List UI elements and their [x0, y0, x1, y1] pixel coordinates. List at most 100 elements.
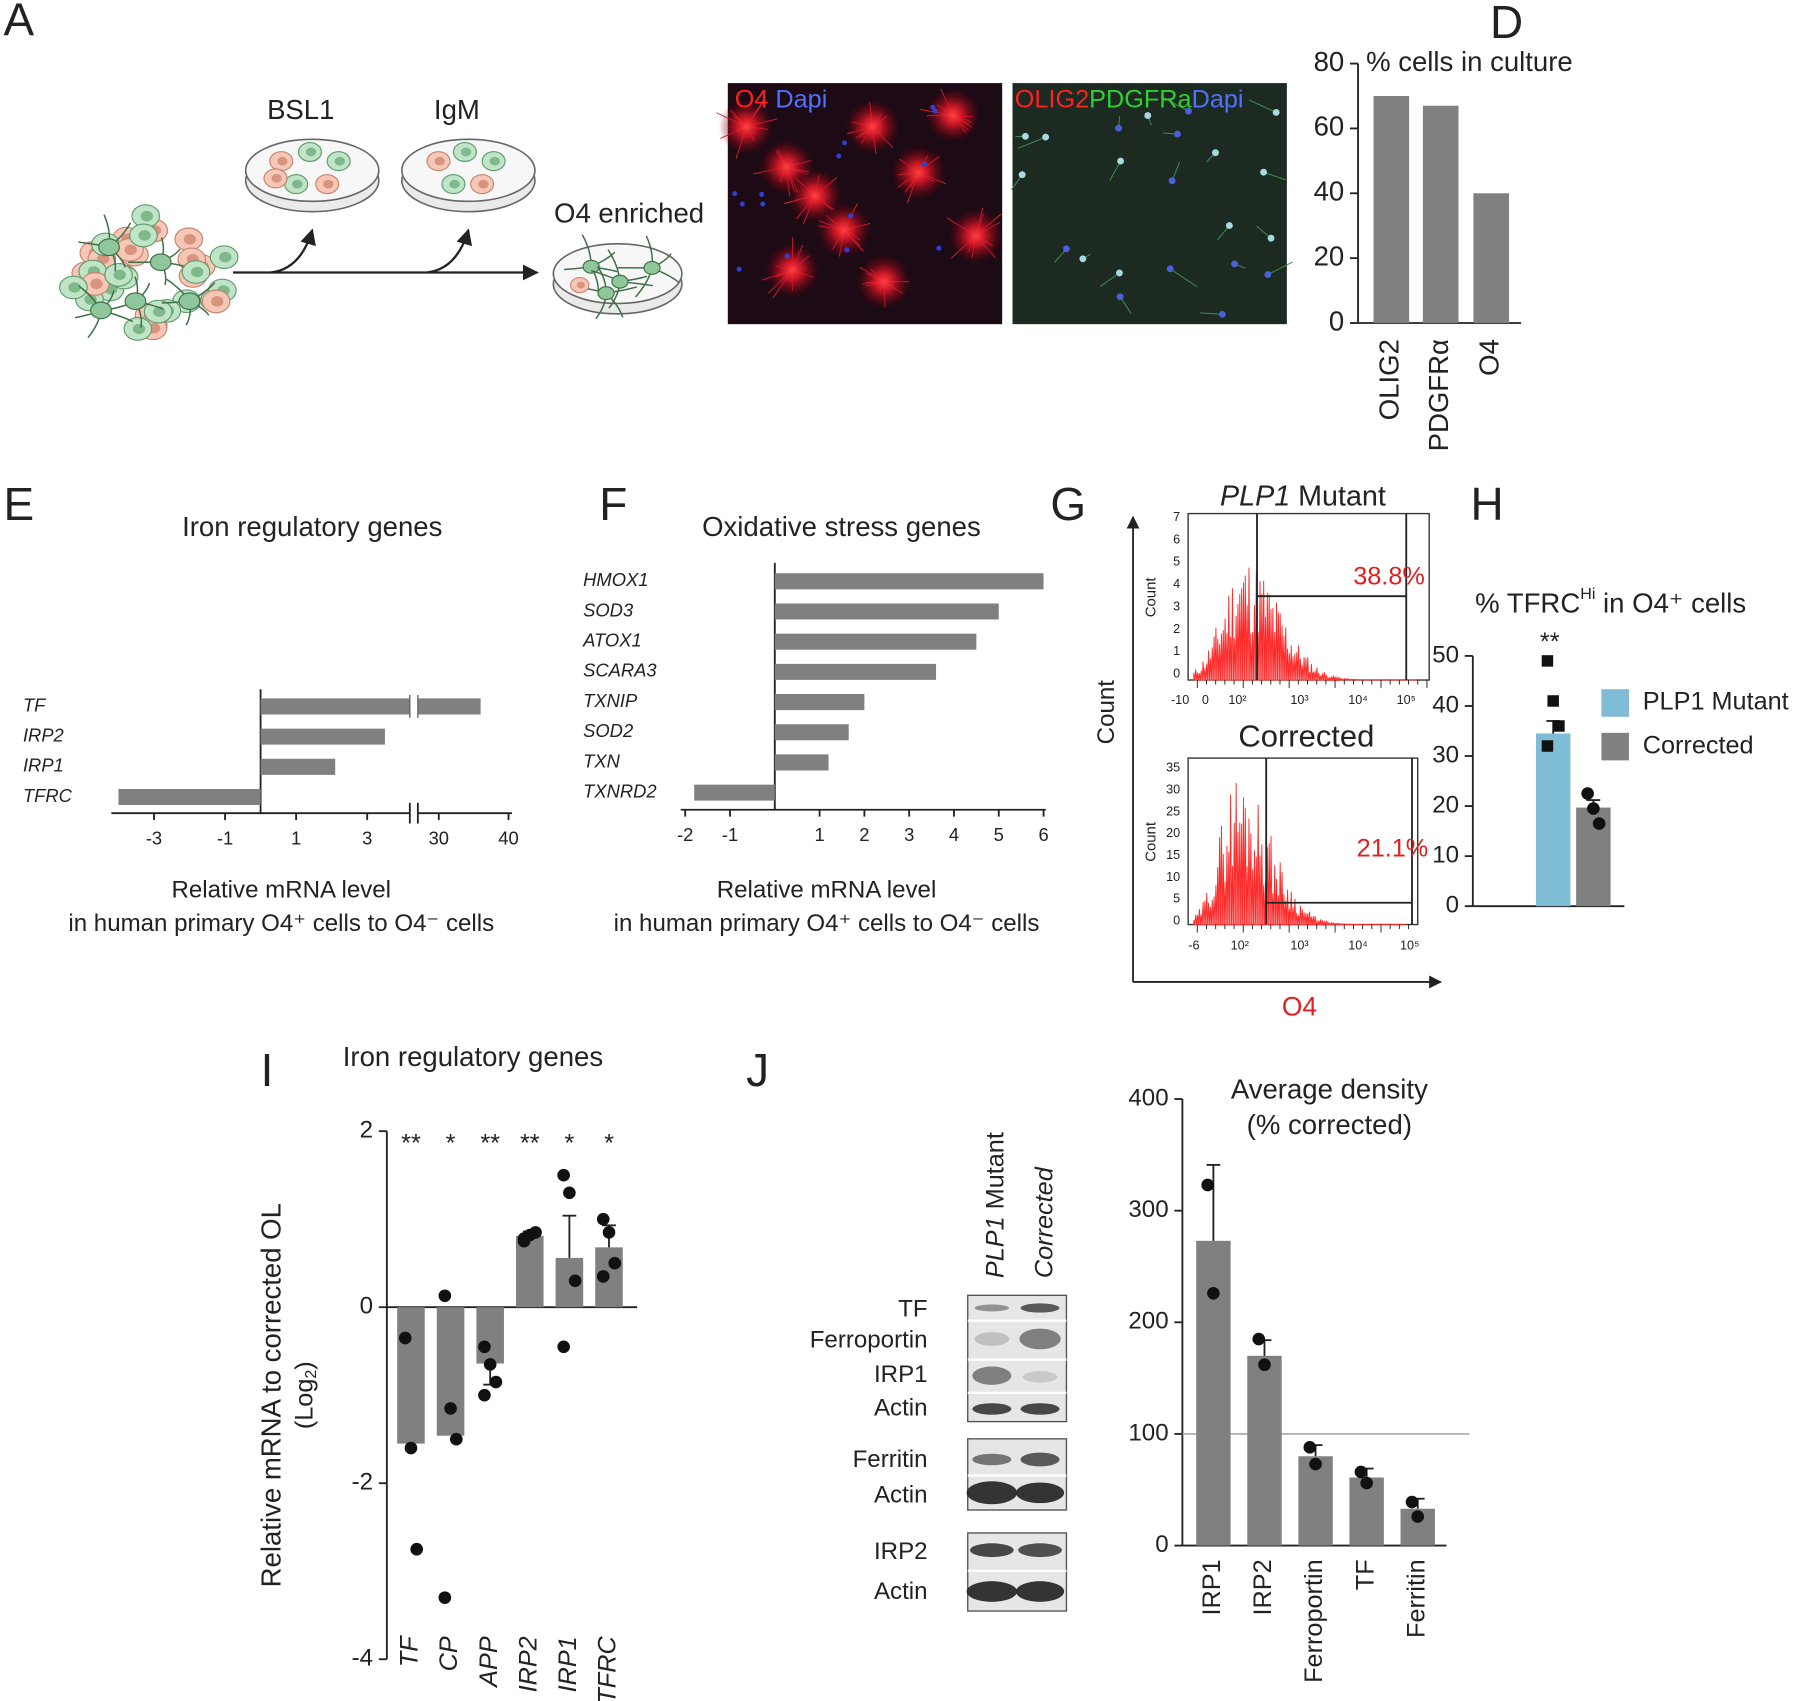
band: [974, 1304, 1010, 1312]
data-point: [1303, 1441, 1317, 1454]
x-tick-label: -3: [146, 827, 162, 848]
band: [1020, 1452, 1060, 1467]
data-point: [602, 1226, 616, 1239]
data-point: [1201, 1178, 1214, 1192]
bar: [1298, 1456, 1333, 1546]
label: 10³: [1290, 693, 1308, 707]
label: 10⁵: [1400, 939, 1419, 953]
band: [1020, 1403, 1060, 1415]
label-part: 2: [302, 1370, 320, 1379]
band: [966, 1481, 1018, 1505]
label: 38.8%: [1353, 563, 1425, 591]
data-point: [1405, 1495, 1419, 1509]
x-tick-label: 3: [904, 824, 914, 845]
data-point: [1592, 817, 1606, 830]
axis-title: Relative mRNA level: [717, 877, 937, 904]
nucleus: [211, 296, 224, 307]
cell: [98, 238, 120, 257]
band: [972, 1403, 1012, 1415]
stain-label: O4 Dapi: [735, 85, 828, 113]
data-point: [596, 1212, 610, 1226]
data-point: [1258, 1358, 1271, 1372]
significance: *: [446, 1130, 456, 1158]
y-tick-label: IRP1: [23, 755, 64, 776]
legend-label: Corrected: [1643, 731, 1754, 759]
label: 4: [1173, 577, 1180, 591]
y-tick-label: 0: [1329, 305, 1344, 336]
legend-swatch: [1601, 732, 1629, 761]
stained-cell: [948, 208, 1004, 264]
label: 0: [1173, 913, 1180, 927]
chart-title: Average density: [1231, 1073, 1428, 1104]
nucleus: [1117, 157, 1125, 165]
bar: [436, 1307, 465, 1436]
nucleus: [844, 247, 850, 253]
panel-letter: E: [3, 478, 34, 530]
y-tick-label: 200: [1128, 1308, 1168, 1335]
x-tick-label: 4: [949, 824, 959, 845]
data-point: [483, 1358, 497, 1371]
data-point: [410, 1542, 424, 1556]
x-tick-label: 5: [994, 824, 1004, 845]
nucleus: [1267, 234, 1275, 242]
nucleus: [124, 244, 137, 256]
significance: **: [401, 1130, 421, 1158]
legend-label: PLP1 Mutant: [1643, 688, 1789, 716]
cell-process: [1169, 268, 1198, 288]
label: 25: [1166, 804, 1180, 818]
nucleus: [1116, 293, 1124, 301]
band: [972, 1453, 1012, 1466]
stained-cell: [718, 99, 774, 155]
panel-title: PLP1 Mutant: [1220, 480, 1386, 512]
nucleus: [478, 179, 489, 189]
significance: **: [480, 1130, 500, 1158]
label: 2: [1173, 622, 1180, 636]
nucleus: [1018, 171, 1026, 179]
stain-label: OLIG2PDGFRaDapi: [1015, 85, 1244, 113]
label: 10⁴: [1348, 693, 1367, 707]
y-tick-label: TXNIP: [583, 690, 638, 711]
cell: [597, 286, 615, 301]
nucleus: [1231, 260, 1238, 268]
band: [1015, 1482, 1065, 1504]
y-tick-label: 100: [1128, 1419, 1168, 1446]
bar: [694, 784, 775, 801]
y-tick-label: 10: [1432, 841, 1459, 868]
label: Actin: [874, 1482, 928, 1509]
data-point: [398, 1331, 412, 1345]
bar: [260, 728, 385, 745]
cell-process: [1263, 171, 1286, 181]
data-point: [404, 1441, 418, 1455]
cell: [582, 259, 600, 274]
y-tick-label: -2: [352, 1469, 373, 1496]
chart-title: Iron regulatory genes: [182, 511, 442, 542]
label: IRP1: [874, 1361, 928, 1388]
label: 30: [1166, 783, 1180, 797]
y-tick-label: ATOX1: [582, 630, 642, 651]
data-point: [1354, 1465, 1368, 1479]
nucleus: [489, 156, 500, 166]
stained-cell: [925, 87, 981, 143]
bar: [118, 788, 261, 806]
x-tick-label: IRP1: [1198, 1559, 1226, 1615]
axis-title: (Log2): [290, 1361, 320, 1429]
data-point: [1411, 1510, 1425, 1523]
data-point: [529, 1226, 542, 1239]
nucleus: [140, 210, 154, 222]
nucleus: [784, 253, 790, 259]
axis-title: Relative mRNA to corrected OL: [255, 1203, 286, 1587]
data-point: [1309, 1457, 1322, 1471]
y-tick-label: SOD3: [583, 599, 634, 620]
label: Ferritin: [853, 1446, 928, 1473]
nucleus: [323, 179, 334, 189]
label-part: OLIG2: [1015, 85, 1089, 113]
label: Ferroportin: [810, 1327, 928, 1354]
label: 35: [1166, 761, 1180, 775]
bar: [774, 573, 1044, 590]
nucleus: [1079, 255, 1087, 263]
label-part: (Log: [290, 1379, 318, 1430]
y-tick-label: 2: [360, 1117, 373, 1144]
data-point: [478, 1388, 491, 1402]
label: O4 enriched: [554, 197, 704, 228]
label: Count: [1093, 680, 1120, 745]
